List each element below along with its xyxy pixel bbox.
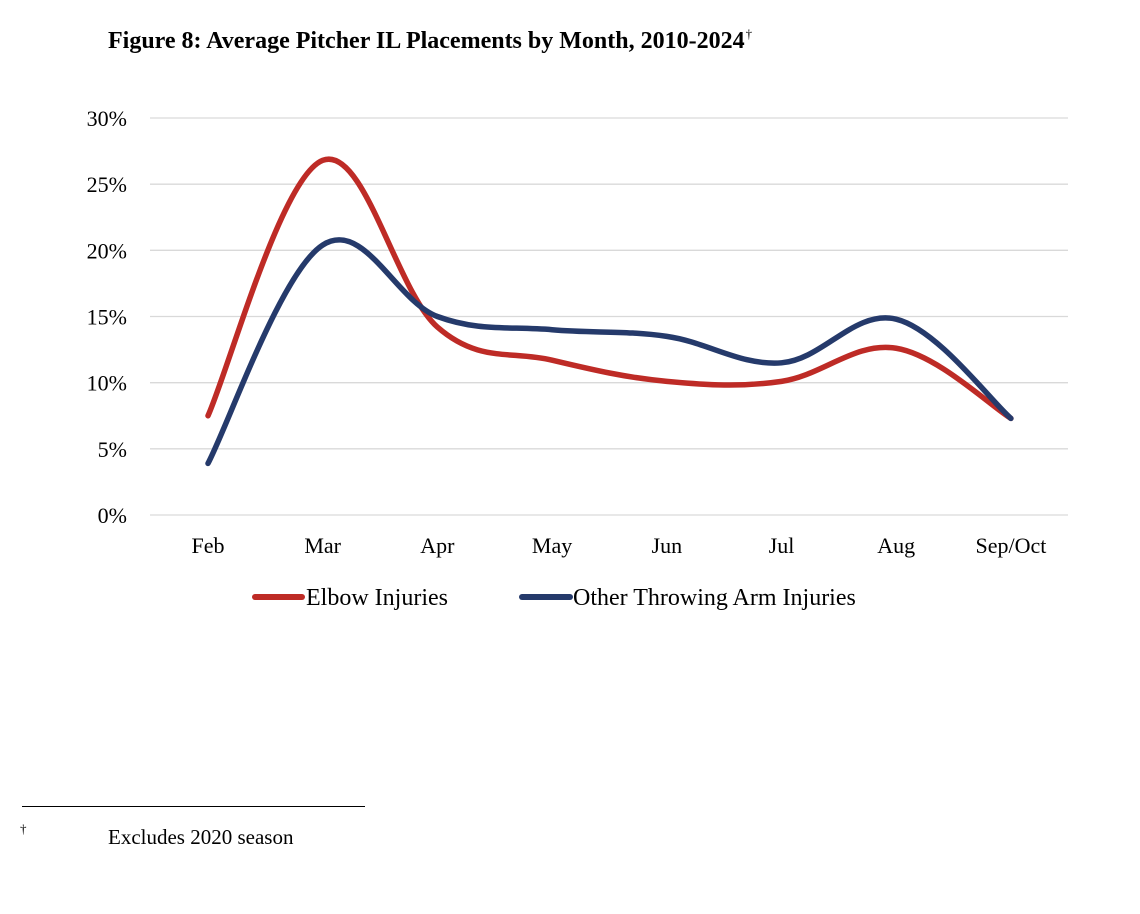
x-tick-label: Feb (192, 533, 225, 558)
series-line-other-throwing-arm-injuries (205, 237, 1014, 467)
x-tick-label: Jul (769, 533, 795, 558)
series-lines (205, 156, 1014, 467)
footnote-mark: † (20, 821, 27, 836)
legend-label: Elbow Injuries (306, 585, 448, 611)
title-footnote-mark: † (745, 26, 753, 41)
x-tick-label: Mar (304, 533, 341, 558)
footnote-text: Excludes 2020 season (108, 825, 294, 849)
y-tick-label: 20% (87, 238, 127, 263)
y-tick-label: 30% (87, 106, 127, 131)
legend: Elbow Injuries Other Throwing Arm Injurie… (252, 585, 856, 611)
footnote-rule (22, 806, 365, 807)
x-axis-ticks: Feb Mar Apr May Jun Jul Aug Sep/Oct (192, 533, 1047, 558)
x-tick-label: Aug (877, 533, 915, 558)
gridlines (150, 117, 1068, 516)
chart-title: Figure 8: Average Pitcher IL Placements … (108, 26, 753, 54)
y-tick-label: 5% (98, 437, 127, 462)
series-line-elbow-injuries (205, 156, 1014, 422)
y-tick-label: 25% (87, 172, 127, 197)
x-tick-label: Jun (652, 533, 683, 558)
chart-canvas: 0% 5% 10% 15% 20% 25% 30% Feb Mar Apr May Jun Jul Au… (87, 106, 1068, 611)
x-tick-label: May (532, 533, 572, 558)
legend-label: Other Throwing Arm Injuries (573, 585, 856, 611)
y-axis-ticks: 0% 5% 10% 15% 20% 25% 30% (87, 106, 127, 528)
x-tick-label: Apr (420, 533, 455, 558)
x-tick-label: Sep/Oct (975, 533, 1046, 558)
y-tick-label: 10% (87, 371, 127, 396)
y-tick-label: 0% (98, 503, 127, 528)
y-tick-label: 15% (87, 305, 127, 330)
